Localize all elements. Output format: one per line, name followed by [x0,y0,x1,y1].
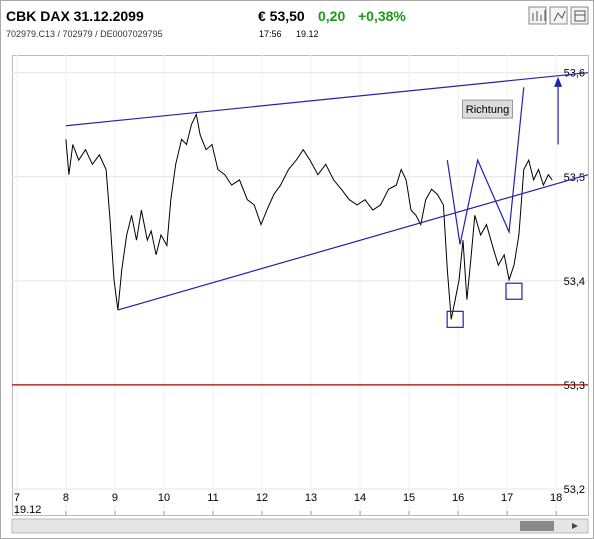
marker-box [446,310,464,328]
title: CBK DAX 31.12.2099 [6,8,144,24]
y-tick-label: 53,4 [564,276,585,288]
scroll-thumb[interactable] [520,521,554,531]
trend-line [446,87,525,245]
arrow-head [554,76,563,87]
x-tick-label: 18 [550,492,562,504]
x-tick-label: 7 [14,492,20,504]
y-tick-label: 53,5 [564,172,585,184]
x-tick-label: 15 [403,492,415,504]
change: 0,20 [318,8,345,24]
scrollbar [11,518,589,534]
y-tick-label: 53,2 [564,484,585,496]
plot-area [12,55,589,516]
toolbar [528,6,589,25]
scroll-track [11,518,589,534]
price: € 53,50 [258,8,305,24]
label-box [462,99,514,119]
x-tick-label: 16 [452,492,464,504]
x-tick-label: 13 [305,492,317,504]
marker-box [505,282,523,300]
time: 17:56 [259,29,282,39]
label-text: Richtung [466,104,509,116]
date: 19.12 [296,29,319,39]
x-tick-label: 9 [112,492,118,504]
trend-line [117,174,589,311]
ids: 702979.C13 / 702979 / DE0007029795 [6,29,163,39]
x-date-label: 19.12 [14,504,42,516]
y-tick-label: 53,3 [564,380,585,392]
price-line [65,112,553,320]
x-tick-label: 17 [501,492,513,504]
change-pct: +0,38% [358,8,406,24]
x-tick-label: 12 [256,492,268,504]
button[interactable] [549,6,568,25]
x-tick-label: 14 [354,492,366,504]
x-tick-label: 11 [207,492,218,504]
trend-line [65,72,589,127]
x-tick-label: 8 [63,492,69,504]
x-tick-label: 10 [158,492,170,504]
